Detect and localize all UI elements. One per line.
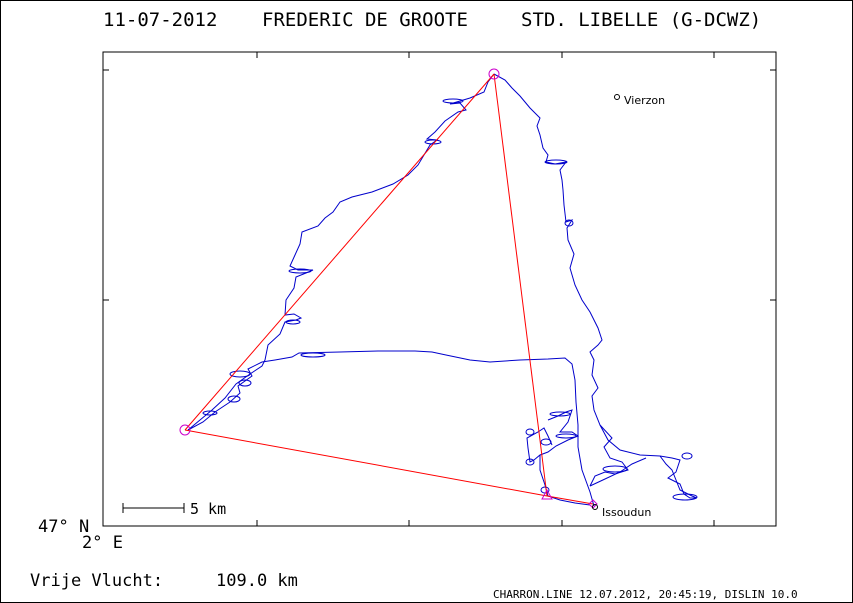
map-plot-area [102,51,777,527]
longitude-label: 2° E [82,533,123,553]
place-vierzon-label: Vierzon [624,94,665,107]
distance-value: 109.0 km [216,571,298,591]
flight-track [187,73,698,507]
flight-date: 11-07-2012 [103,9,217,31]
turnpoint-circle [488,68,500,80]
turnpoints [179,68,598,509]
task-lines [184,73,594,505]
turnpoint-circle [179,424,191,436]
latitude-label: 47° N [38,517,89,537]
place-issoudun-label: Issoudun [602,506,651,519]
glider-name: STD. LIBELLE (G-DCWZ) [521,9,761,31]
issoudun-marker [592,504,598,510]
pilot-name: FREDERIC DE GROOTE [262,9,468,31]
axis-ticks [103,52,776,526]
scale-label: 5 km [190,500,226,518]
credit-line: CHARRON.LINE 12.07.2012, 20:45:19, DISLI… [493,588,798,601]
turnpoint-triangle [541,488,553,500]
scale-bar [122,503,185,513]
thermal-circles [202,98,698,501]
vierzon-marker [614,94,620,100]
distance-label: Vrije Vlucht: [30,571,163,591]
